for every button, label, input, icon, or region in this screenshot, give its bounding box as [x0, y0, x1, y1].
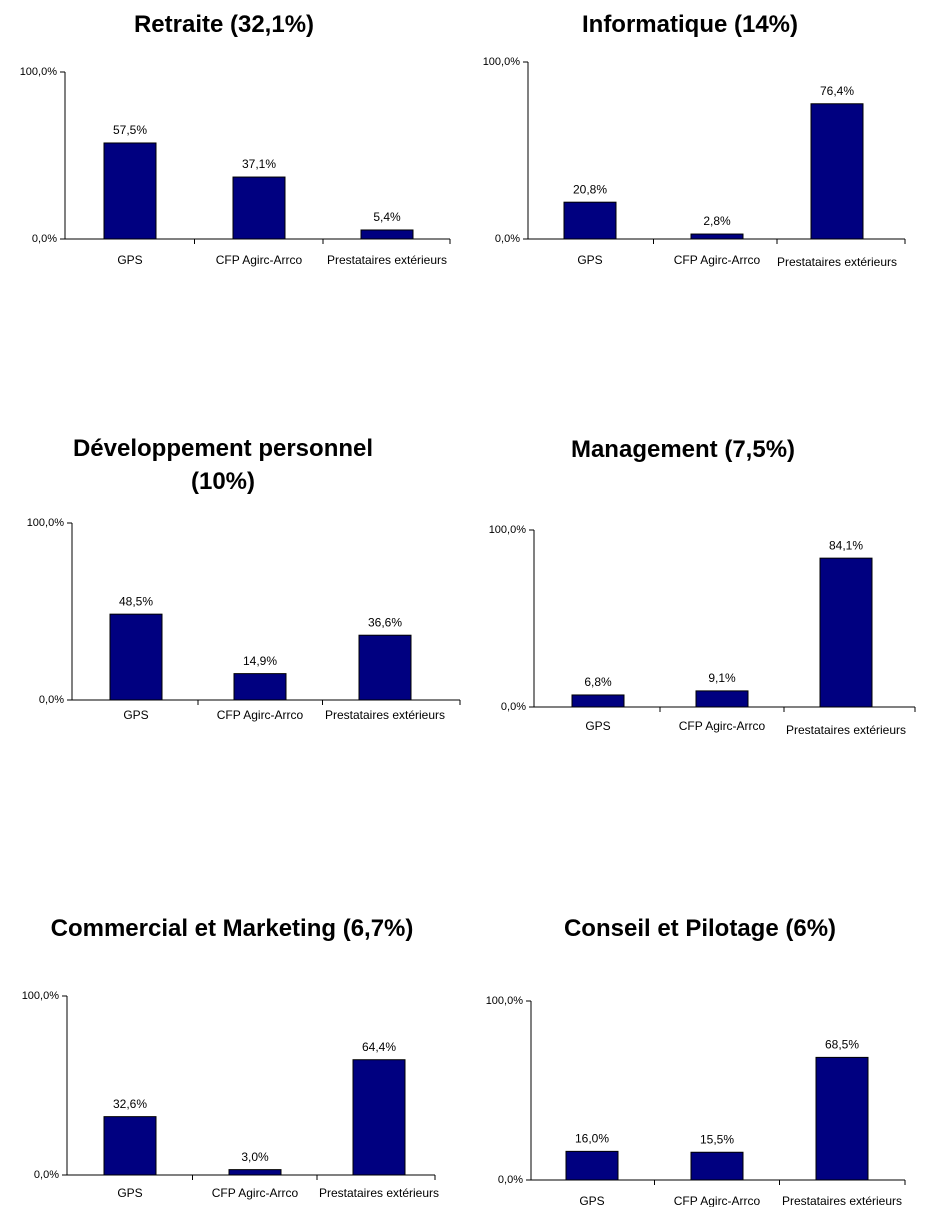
- x-tick-label: GPS: [117, 253, 142, 267]
- y-tick-label: 100,0%: [483, 56, 521, 68]
- y-tick-label: 0,0%: [498, 1174, 523, 1186]
- x-tick-label: Prestataires extérieurs: [786, 723, 906, 737]
- bar: [103, 1116, 157, 1176]
- x-tick-label: CFP Agirc-Arrco: [212, 1186, 299, 1200]
- value-label: 37,1%: [242, 157, 276, 171]
- y-tick-label: 0,0%: [501, 701, 526, 713]
- value-label: 15,5%: [700, 1132, 734, 1146]
- bar: [565, 1150, 619, 1181]
- bar: [358, 634, 412, 701]
- bar: [690, 1151, 744, 1181]
- x-tick-label: GPS: [577, 253, 602, 267]
- bar: [109, 613, 163, 701]
- y-tick-label: 100,0%: [20, 66, 58, 78]
- x-tick-label: Prestataires extérieurs: [319, 1186, 439, 1200]
- value-label: 9,1%: [708, 671, 736, 685]
- x-tick-label: GPS: [585, 719, 610, 733]
- bar: [228, 1169, 282, 1176]
- y-tick-label: 0,0%: [34, 1169, 59, 1181]
- value-label: 32,6%: [113, 1097, 147, 1111]
- bar: [360, 229, 414, 240]
- x-tick-label: CFP Agirc-Arrco: [674, 253, 761, 267]
- value-label: 14,9%: [243, 654, 277, 668]
- x-tick-label: GPS: [579, 1194, 604, 1207]
- bar: [819, 557, 873, 708]
- value-label: 64,4%: [362, 1040, 396, 1054]
- bar: [810, 103, 864, 240]
- bar: [690, 233, 744, 240]
- value-label: 2,8%: [703, 214, 731, 228]
- bar: [352, 1059, 406, 1176]
- value-label: 76,4%: [820, 84, 854, 98]
- x-tick-label: CFP Agirc-Arrco: [679, 719, 766, 733]
- chart-title: Retraite (32,1%): [133, 11, 315, 38]
- bar: [695, 690, 749, 708]
- value-label: 16,0%: [575, 1132, 609, 1146]
- y-tick-label: 100,0%: [486, 995, 524, 1007]
- chart-title: Informatique (14%): [581, 11, 799, 38]
- x-tick-label: Prestataires extérieurs: [777, 255, 897, 269]
- y-tick-label: 100,0%: [489, 524, 527, 536]
- x-tick-label: Prestataires extérieurs: [325, 708, 445, 722]
- y-tick-label: 0,0%: [495, 233, 520, 245]
- x-tick-label: GPS: [123, 708, 148, 722]
- x-tick-label: CFP Agirc-Arrco: [217, 708, 304, 722]
- chart-title: Développement personnel (10%): [72, 435, 374, 495]
- y-tick-label: 100,0%: [22, 990, 60, 1002]
- value-label: 36,6%: [368, 615, 402, 629]
- x-tick-label: CFP Agirc-Arrco: [216, 253, 303, 267]
- bar: [815, 1056, 869, 1181]
- x-tick-label: GPS: [117, 1186, 142, 1200]
- value-label: 20,8%: [573, 182, 607, 196]
- x-tick-label: Prestataires extérieurs: [782, 1194, 902, 1207]
- x-tick-label: Prestataires extérieurs: [327, 253, 447, 267]
- value-label: 5,4%: [373, 210, 401, 224]
- value-label: 84,1%: [829, 538, 863, 552]
- bar: [563, 201, 617, 240]
- value-label: 3,0%: [241, 1150, 269, 1164]
- value-label: 68,5%: [825, 1038, 859, 1052]
- bar: [233, 673, 287, 701]
- bar: [232, 176, 286, 240]
- value-label: 6,8%: [584, 675, 612, 689]
- value-label: 57,5%: [113, 123, 147, 137]
- value-label: 48,5%: [119, 594, 153, 608]
- bar: [103, 142, 157, 240]
- bar: [571, 694, 625, 708]
- y-tick-label: 0,0%: [32, 233, 57, 245]
- y-tick-label: 100,0%: [27, 517, 65, 529]
- x-tick-label: CFP Agirc-Arrco: [674, 1194, 761, 1207]
- chart-title: Commercial et Marketing (6,7%): [50, 915, 414, 942]
- chart-title: Management (7,5%): [570, 436, 796, 463]
- y-tick-label: 0,0%: [39, 694, 64, 706]
- chart-title: Conseil et Pilotage (6%): [563, 915, 837, 942]
